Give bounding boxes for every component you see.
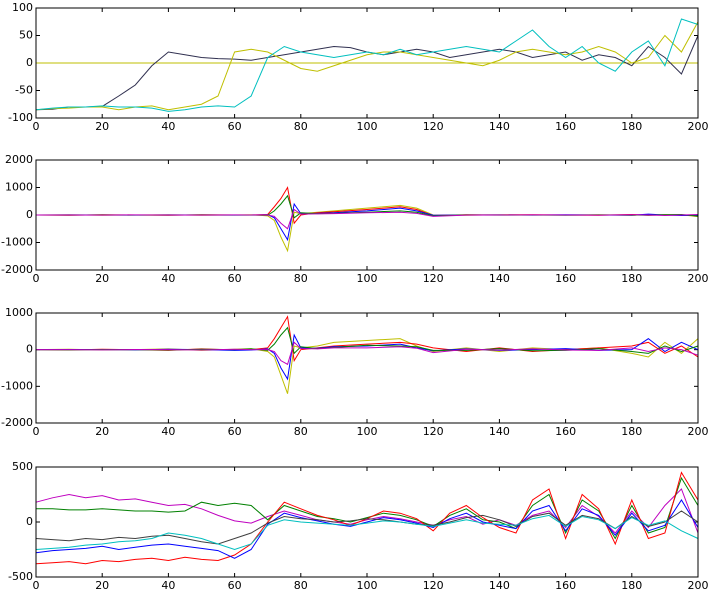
y-tick-label: 500	[12, 460, 33, 473]
y-tick-label: 50	[19, 29, 33, 42]
y-tick-label: -500	[8, 570, 33, 583]
y-tick-label: 1000	[5, 181, 33, 194]
y-tick-label: -50	[15, 84, 33, 97]
x-tick-label: 140	[489, 120, 510, 133]
x-tick-label: 80	[294, 579, 308, 592]
series-line	[36, 341, 699, 366]
axes-frame	[35, 159, 699, 271]
axes-frame	[35, 312, 699, 424]
plot-area	[36, 313, 698, 423]
x-tick-label: 0	[33, 579, 40, 592]
y-tick-label: -1000	[1, 236, 33, 249]
x-tick-label: 20	[95, 425, 109, 438]
x-tick-label: 40	[161, 579, 175, 592]
x-tick-label: 60	[228, 272, 242, 285]
y-tick-label: -100	[8, 111, 33, 124]
x-tick-label: 160	[555, 579, 576, 592]
x-tick-label: 120	[423, 425, 444, 438]
y-tick-label: 100	[12, 1, 33, 14]
series-line	[36, 208, 699, 230]
y-tick-label: 2000	[5, 153, 33, 166]
y-tick-label: -1000	[1, 379, 33, 392]
x-tick-label: 100	[357, 120, 378, 133]
x-tick-label: 0	[33, 272, 40, 285]
x-tick-label: 100	[357, 272, 378, 285]
x-tick-label: 200	[688, 272, 709, 285]
x-tick-label: 20	[95, 120, 109, 133]
x-tick-label: 120	[423, 120, 444, 133]
y-tick-label: 0	[26, 343, 33, 356]
x-tick-label: 80	[294, 425, 308, 438]
x-tick-label: 160	[555, 272, 576, 285]
series-line	[35, 514, 699, 551]
x-tick-label: 40	[161, 425, 175, 438]
x-tick-label: 120	[423, 272, 444, 285]
y-tick-label: 0	[26, 515, 33, 528]
x-tick-label: 100	[357, 579, 378, 592]
y-tick-label: 1000	[5, 306, 33, 319]
axes-frame	[35, 7, 699, 119]
series-line	[35, 499, 699, 559]
y-tick-label: -2000	[1, 416, 33, 429]
x-tick-label: 140	[489, 579, 510, 592]
x-tick-label: 160	[555, 120, 576, 133]
x-tick-label: 120	[423, 579, 444, 592]
series-line	[36, 476, 699, 540]
x-tick-label: 0	[33, 425, 40, 438]
series-line	[35, 18, 699, 112]
x-tick-label: 60	[228, 579, 242, 592]
x-tick-label: 80	[294, 272, 308, 285]
x-tick-label: 200	[688, 425, 709, 438]
x-tick-label: 60	[228, 120, 242, 133]
x-tick-label: 40	[161, 272, 175, 285]
x-tick-label: 200	[688, 120, 709, 133]
series-line	[35, 510, 699, 545]
x-tick-label: 140	[489, 425, 510, 438]
series-line	[35, 21, 699, 111]
x-tick-label: 60	[228, 425, 242, 438]
x-tick-label: 0	[33, 120, 40, 133]
x-tick-label: 40	[161, 120, 175, 133]
x-tick-label: 160	[555, 425, 576, 438]
x-tick-label: 20	[95, 579, 109, 592]
x-tick-label: 180	[621, 579, 642, 592]
x-tick-label: 80	[294, 120, 308, 133]
y-tick-label: -2000	[1, 263, 33, 276]
y-tick-label: 0	[26, 56, 33, 69]
axes-frame	[35, 466, 699, 578]
x-tick-label: 180	[621, 272, 642, 285]
x-tick-label: 100	[357, 425, 378, 438]
x-tick-label: 20	[95, 272, 109, 285]
series-line	[35, 488, 699, 534]
x-tick-label: 180	[621, 425, 642, 438]
x-tick-label: 180	[621, 120, 642, 133]
x-tick-label: 140	[489, 272, 510, 285]
x-tick-label: 200	[688, 579, 709, 592]
y-tick-label: 0	[26, 208, 33, 221]
